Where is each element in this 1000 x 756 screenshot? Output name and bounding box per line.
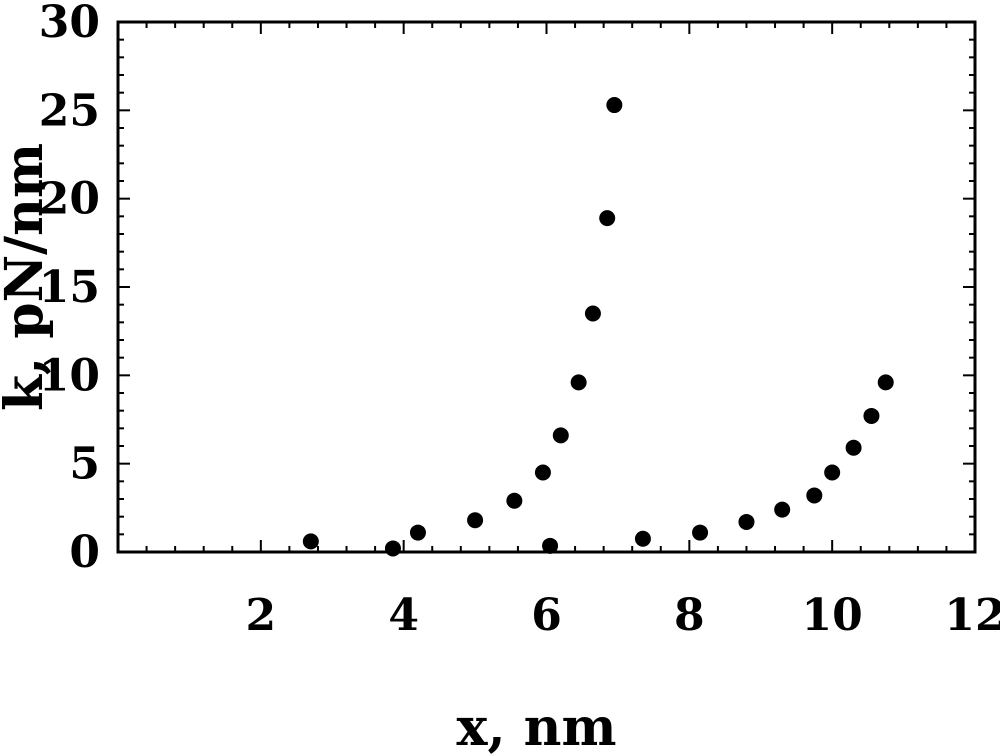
data-point xyxy=(584,305,601,322)
x-tick-label: 6 xyxy=(531,590,562,641)
data-point xyxy=(409,524,426,541)
y-tick-label: 0 xyxy=(69,527,100,578)
x-tick-label: 12 xyxy=(944,590,1000,641)
data-point xyxy=(738,513,755,530)
y-tick-label: 25 xyxy=(39,85,100,136)
data-point xyxy=(877,374,894,391)
axis-ticks xyxy=(117,21,976,553)
data-point xyxy=(384,540,401,557)
y-axis-label: k, pN/nm xyxy=(0,143,55,411)
data-point xyxy=(467,512,484,529)
data-point xyxy=(599,210,616,227)
x-tick-label: 2 xyxy=(246,590,277,641)
y-tick-label: 20 xyxy=(39,174,100,225)
y-tick-label: 10 xyxy=(39,350,100,401)
data-point xyxy=(824,464,841,481)
y-tick-label: 30 xyxy=(39,0,100,48)
data-point xyxy=(692,524,709,541)
x-axis-label: x, nm xyxy=(456,697,616,756)
x-tick-label: 10 xyxy=(802,590,863,641)
data-point xyxy=(634,530,651,547)
y-tick-label: 5 xyxy=(69,439,100,490)
data-points xyxy=(302,97,894,557)
data-point xyxy=(534,464,551,481)
x-tick-label: 8 xyxy=(674,590,705,641)
data-point xyxy=(606,97,623,114)
data-point xyxy=(506,492,523,509)
data-point xyxy=(845,439,862,456)
data-point xyxy=(552,427,569,444)
y-tick-label: 15 xyxy=(39,262,100,313)
data-point xyxy=(863,407,880,424)
data-point xyxy=(570,374,587,391)
data-point xyxy=(774,501,791,518)
data-point xyxy=(542,537,559,554)
tick-labels: 2 4 6 8 10 12 0 5 10 15 20 25 30 xyxy=(39,0,1000,641)
x-tick-label: 4 xyxy=(388,590,419,641)
data-point xyxy=(806,487,823,504)
data-point xyxy=(302,533,319,550)
